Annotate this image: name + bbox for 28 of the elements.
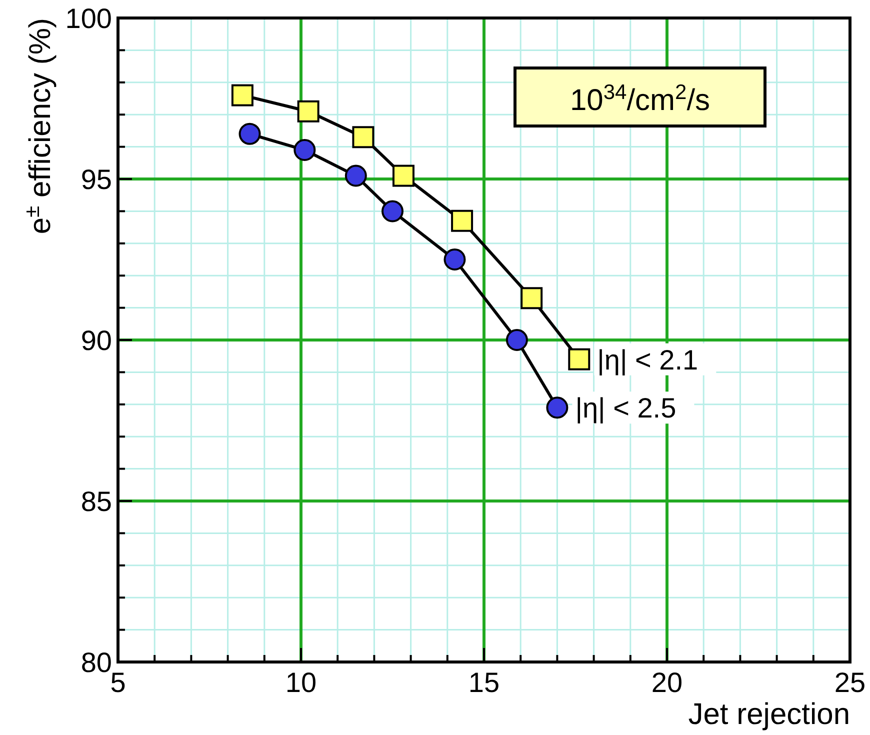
point	[297, 100, 320, 122]
point	[352, 126, 374, 148]
y-tick-label: 80	[80, 647, 112, 678]
point	[444, 248, 466, 270]
x-axis-title: Jet rejection	[688, 698, 850, 731]
point	[344, 164, 367, 187]
point	[294, 139, 316, 162]
annotation: 10$^{34}$/cm$^{2}$/s	[570, 80, 710, 117]
point	[238, 122, 261, 145]
point	[506, 329, 528, 351]
point	[520, 287, 543, 310]
point	[231, 84, 254, 106]
x-tick-label: 25	[834, 667, 866, 698]
y-tick-label: 100	[65, 3, 112, 34]
x-tick-label: 10	[285, 667, 317, 698]
x-tick-label: 5	[110, 667, 126, 698]
x-tick-label: 20	[651, 667, 683, 698]
point	[546, 396, 568, 419]
y-tick-label: 90	[80, 325, 112, 356]
series-label: |η| < 2.1	[597, 344, 698, 376]
series-label: |η| < 2.5	[575, 392, 676, 424]
point	[382, 200, 404, 222]
point	[451, 210, 474, 232]
x-tick-label: 15	[468, 667, 500, 698]
point	[392, 164, 414, 187]
point	[568, 348, 590, 370]
y-tick-label: 85	[80, 486, 112, 517]
y-tick-label: 95	[80, 164, 112, 195]
